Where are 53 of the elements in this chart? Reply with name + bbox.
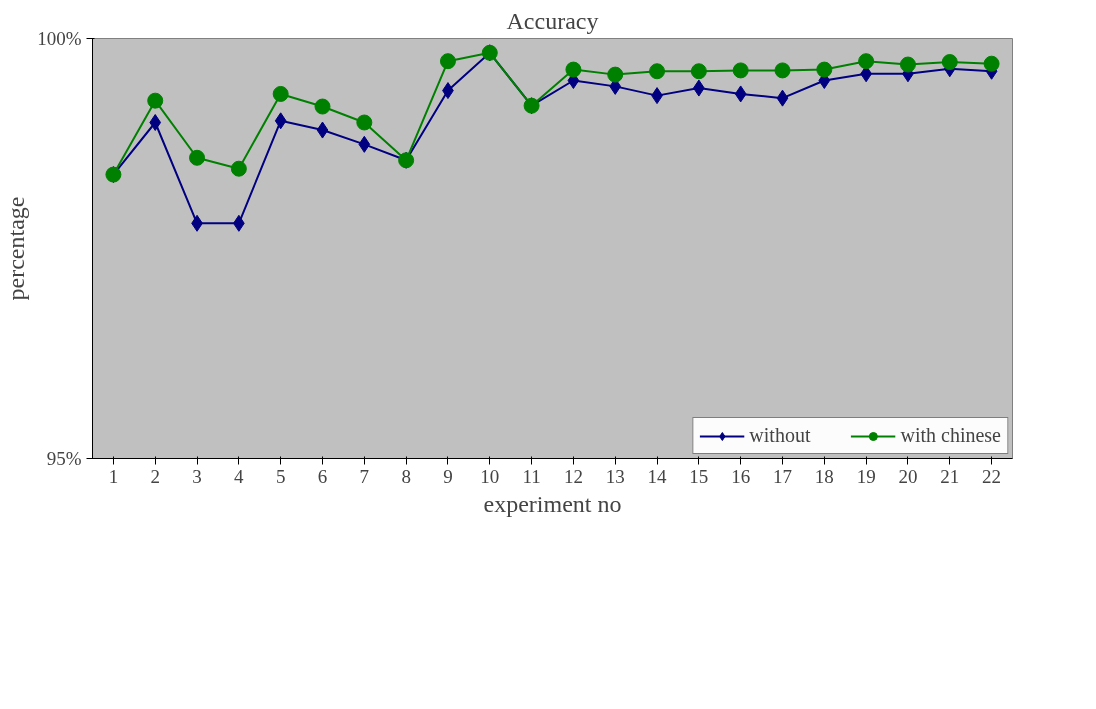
point: [983, 55, 1000, 72]
point: [230, 160, 247, 177]
x-tick-label: 18: [814, 465, 834, 487]
legend-label: with chinese: [900, 424, 1001, 447]
legend-label: without: [749, 424, 811, 447]
x-tick-label: 15: [689, 465, 709, 487]
point: [189, 149, 206, 166]
x-tick-label: 8: [401, 465, 411, 487]
x-tick-label: 2: [150, 465, 160, 487]
x-tick-label: 6: [317, 465, 328, 487]
x-tick-label: 4: [234, 465, 245, 487]
x-tick-label: 9: [443, 465, 453, 487]
y-tick-label: 100%: [37, 28, 82, 49]
x-tick-label: 20: [898, 465, 918, 487]
x-tick-label: 17: [773, 465, 792, 487]
x-tick-label: 10: [480, 465, 500, 487]
x-tick-label: 16: [731, 465, 751, 487]
point: [734, 85, 747, 103]
point: [272, 85, 289, 102]
y-axis-title: percentage: [3, 196, 30, 301]
x-tick-label: 13: [605, 465, 625, 487]
point: [356, 114, 373, 131]
point: [774, 62, 791, 79]
x-tick-label: 14: [647, 465, 668, 487]
x-tick-label: 7: [359, 465, 370, 487]
x-tick-label: 11: [522, 465, 541, 487]
point: [732, 62, 749, 79]
point: [607, 66, 624, 83]
point: [690, 63, 707, 80]
x-tick-label: 3: [192, 465, 202, 487]
x-tick-label: 21: [940, 465, 960, 487]
x-tick-label: 19: [856, 465, 876, 487]
y-tick-label: 95%: [46, 448, 82, 469]
point: [147, 92, 164, 109]
point: [776, 89, 789, 107]
point: [816, 61, 833, 78]
x-axis-title: experiment no: [483, 490, 622, 517]
point: [274, 112, 287, 130]
point: [858, 53, 875, 70]
point: [649, 63, 666, 80]
point: [565, 61, 582, 78]
point: [316, 121, 329, 139]
point: [439, 53, 456, 70]
point: [358, 135, 371, 153]
point: [314, 98, 331, 115]
chart-title: Accuracy: [506, 7, 599, 34]
point: [941, 54, 958, 71]
point: [899, 56, 916, 73]
x-tick-label: 22: [982, 465, 1002, 487]
x-tick-label: 5: [275, 465, 286, 487]
x-tick-label: 12: [563, 465, 583, 487]
point: [149, 114, 162, 131]
x-tick-label: 1: [108, 465, 119, 487]
